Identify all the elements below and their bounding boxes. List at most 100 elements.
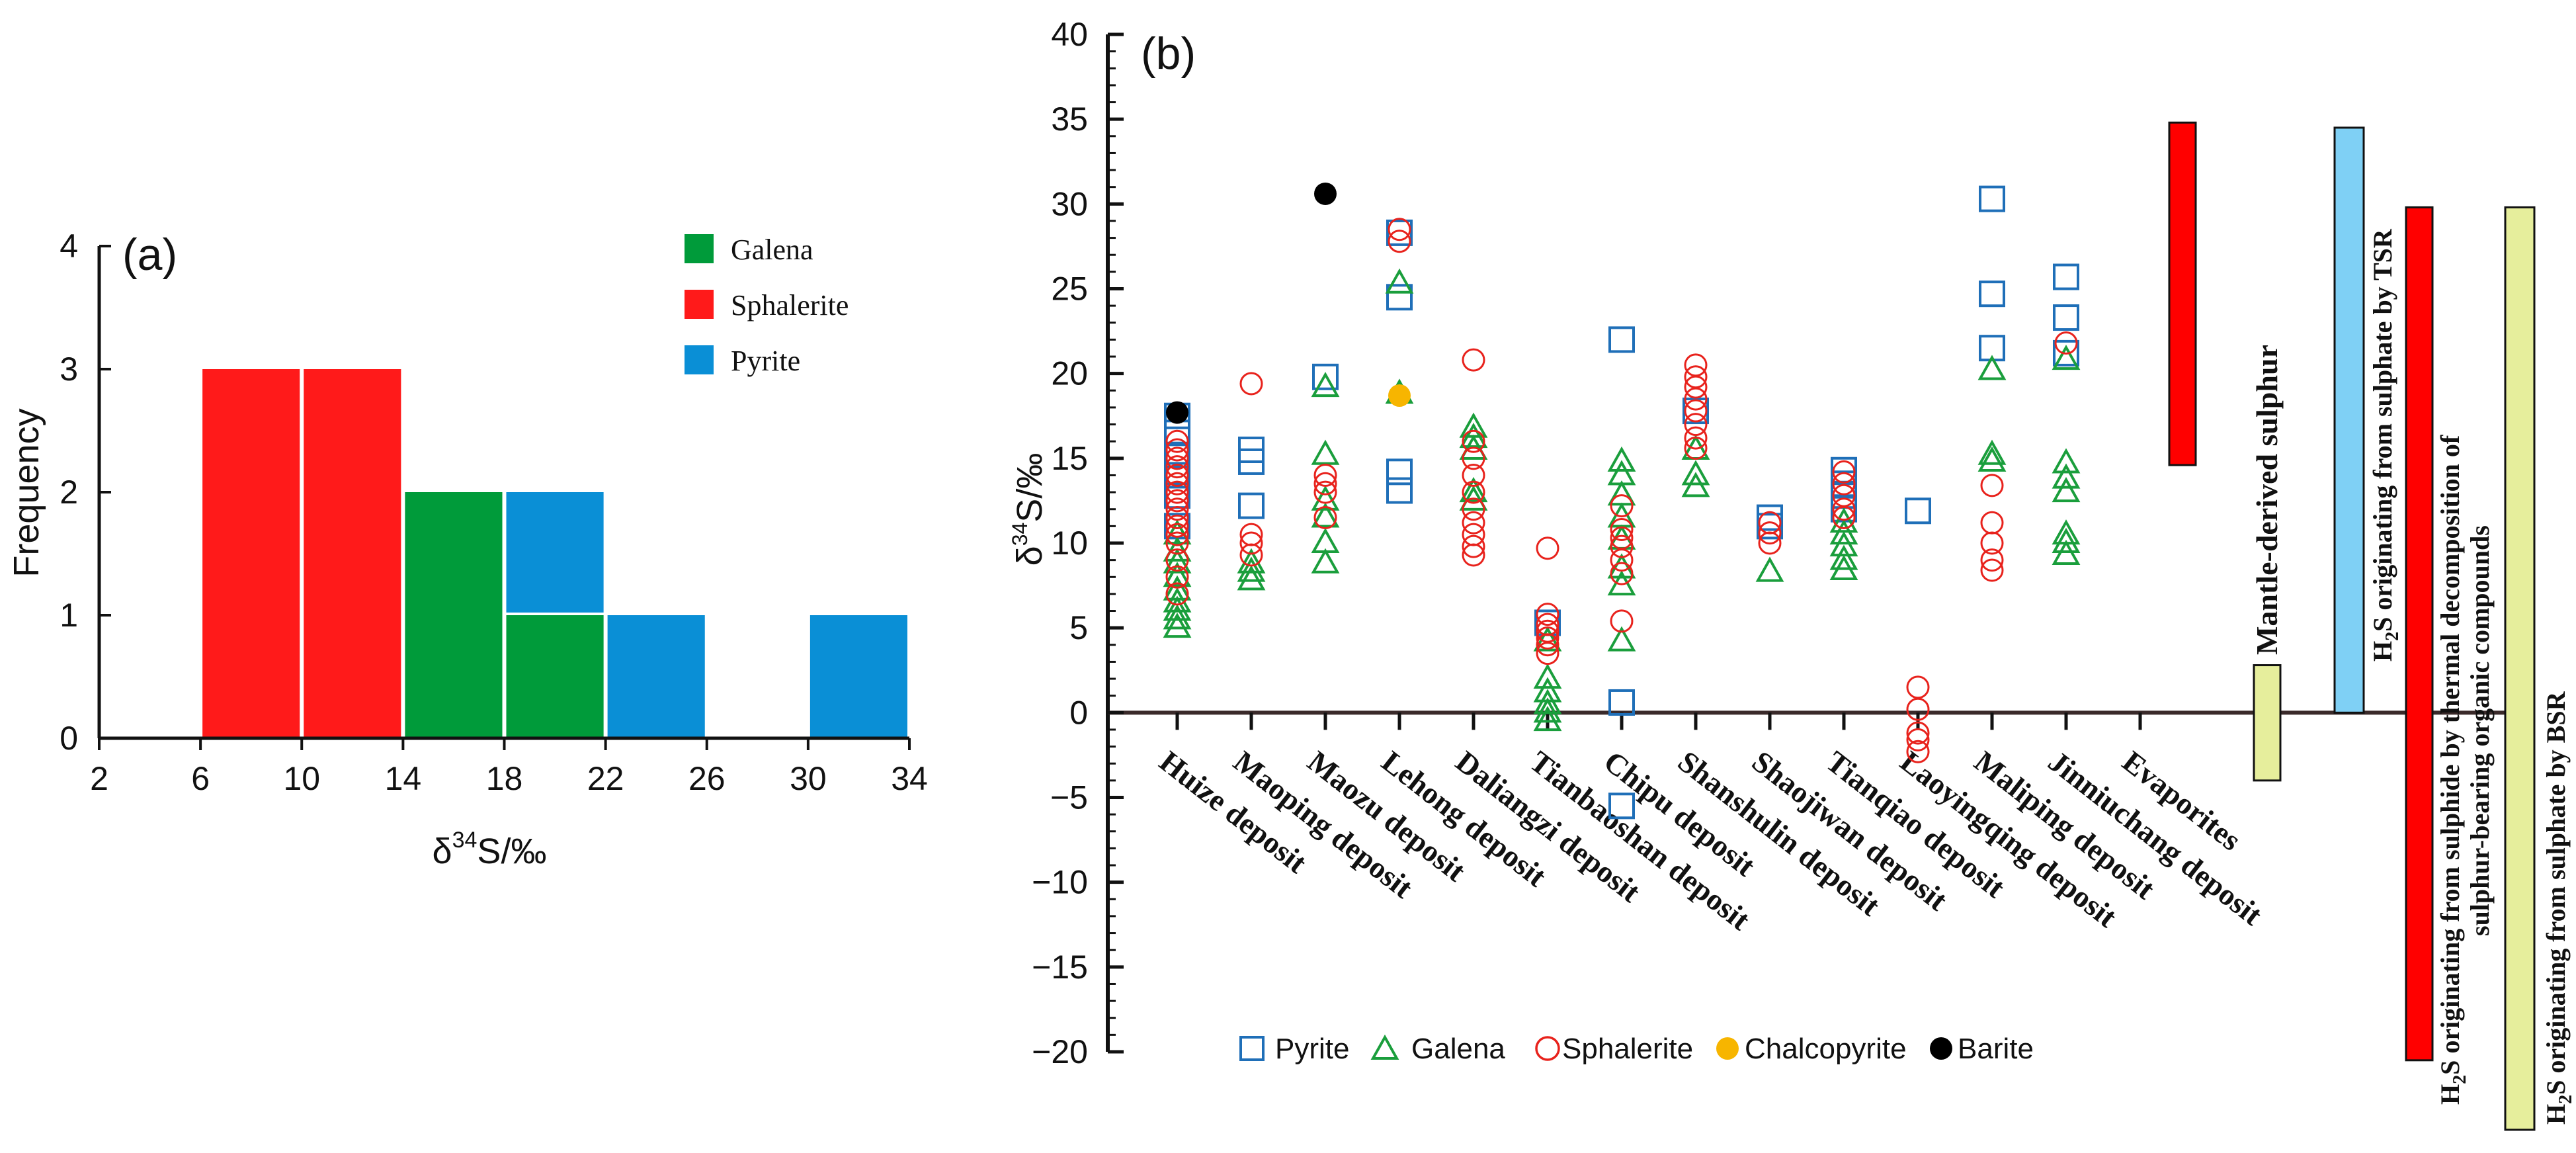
marker-pyrite-jinniuchang-deposit [2053, 339, 2079, 366]
marker-sphalerite-shanshulin-deposit [1684, 353, 1708, 377]
marker-galena-daliangzi-deposit [1459, 485, 1488, 511]
panel-a-x-title-delta: δ [433, 832, 452, 871]
marker-galena-huize-deposit [1163, 587, 1192, 613]
marker-pyrite-lehong-deposit [1386, 219, 1413, 246]
panel-a-x-axis-title: δ34S/‰ [433, 828, 547, 871]
marker-galena-tianqiao-deposit [1829, 554, 1858, 581]
marker-sphalerite-lehong-deposit [1388, 230, 1411, 253]
marker-pyrite-maoping-deposit [1238, 448, 1265, 475]
marker-sphalerite-maliping-deposit [1980, 474, 2004, 497]
panel-b-y-axis-title: δ34S/‰ [1008, 453, 1050, 566]
marker-sphalerite-huize-deposit [1165, 514, 1189, 538]
panel-b-y-tick-label-5: 5 [1069, 609, 1088, 646]
marker-galena-tianqiao-deposit [1829, 544, 1858, 570]
source-label-thermal-line2: sulphur-bearing organic compounds [2465, 525, 2495, 936]
marker-sphalerite-tianbaoshan-deposit [1536, 626, 1559, 650]
marker-sphalerite-laoyingqing-deposit [1906, 697, 1930, 721]
marker-galena-maozu-deposit [1311, 502, 1340, 528]
marker-sphalerite-maoping-deposit [1239, 372, 1263, 396]
source-label-mantle: Mantle-derived sulphur [2250, 345, 2284, 655]
marker-sphalerite-huize-deposit [1165, 489, 1189, 513]
legend-b-barite-symbol [1930, 1037, 1952, 1060]
marker-barite-maozu-deposit [1314, 182, 1337, 205]
panel-b-category-ticks [1175, 712, 2142, 730]
legend-b-pyrite-symbol [1239, 1036, 1265, 1061]
marker-sphalerite-maliping-deposit [1980, 548, 2004, 572]
source-bar-thermal-decomposition [2405, 206, 2434, 1062]
panel-a-x-tick-label-22: 22 [587, 760, 624, 797]
marker-sphalerite-shanshulin-deposit [1684, 436, 1708, 460]
panel-a-x-ticks: 2 6 10 14 18 22 26 30 34 [90, 738, 928, 797]
marker-galena-shaojiwan-deposit [1755, 556, 1784, 582]
marker-sphalerite-tianqiao-deposit [1832, 460, 1856, 484]
marker-sphalerite-huize-deposit [1165, 548, 1189, 572]
marker-sphalerite-tianbaoshan-deposit [1536, 633, 1559, 657]
marker-pyrite-lehong-deposit [1386, 477, 1413, 504]
histogram-bar-pyrite-30-34 [810, 615, 907, 738]
panel-b-source-bars [2168, 121, 2536, 1131]
marker-galena-huize-deposit [1163, 548, 1192, 574]
panel-b-scatter: (b) −20 −15 −10 −5 0 5 10 15 20 25 30 35 40 Huize de… [1008, 16, 2576, 1131]
marker-galena-maliping-deposit [1977, 355, 2007, 380]
source-label-tsr-sub: 2 [2382, 632, 2403, 641]
legend-b-sphalerite-symbol [1535, 1036, 1560, 1061]
marker-galena-jinniuchang-deposit [2052, 477, 2081, 503]
legend-b-pyrite-label: Pyrite [1275, 1033, 1349, 1065]
panel-a-x-tick-label-10: 10 [283, 760, 320, 797]
marker-barite-huize-deposit [1166, 401, 1188, 424]
marker-sphalerite-daliangzi-deposit [1462, 497, 1485, 521]
marker-sphalerite-daliangzi-deposit [1462, 543, 1485, 567]
panel-b-y-tick-label-0: 0 [1069, 694, 1088, 731]
panel-b-y-tick-label-5: −5 [1050, 779, 1088, 816]
marker-galena-tianbaoshan-deposit [1533, 697, 1562, 723]
panel-a-y-axis-title: Frequency [7, 408, 46, 577]
marker-pyrite-huize-deposit [1164, 441, 1190, 468]
panel-a-x-tick-label-26: 26 [688, 760, 726, 797]
marker-sphalerite-huize-deposit [1165, 523, 1189, 546]
marker-sphalerite-maozu-deposit [1313, 480, 1337, 504]
marker-galena-huize-deposit [1163, 604, 1192, 630]
legend-label-galena: Galena [731, 234, 813, 266]
marker-galena-jinniuchang-deposit [2052, 448, 2081, 474]
marker-sphalerite-daliangzi-deposit [1462, 463, 1485, 487]
panel-b-y-tick-label-15: 15 [1051, 440, 1088, 477]
marker-sphalerite-chipu-deposit [1610, 562, 1634, 585]
panel-b-y-title-rest: S/‰ [1010, 453, 1050, 523]
marker-pyrite-chipu-deposit [1608, 326, 1635, 353]
source-label-thermal: H2S originating from sulphide by thermal… [2435, 435, 2470, 1105]
panel-b-y-tick-label-10: 10 [1051, 525, 1088, 562]
panel-a-y-tick-label-0: 0 [60, 720, 78, 757]
marker-sphalerite-huize-deposit [1165, 582, 1189, 606]
legend-swatch-galena [685, 234, 714, 263]
panel-b-y-title-sup: 34 [1008, 523, 1032, 546]
marker-pyrite-chipu-deposit [1608, 792, 1635, 820]
marker-sphalerite-shanshulin-deposit [1684, 375, 1708, 399]
marker-sphalerite-daliangzi-deposit [1462, 447, 1485, 470]
marker-galena-maoping-deposit [1237, 556, 1266, 582]
marker-sphalerite-huize-deposit [1165, 447, 1189, 470]
marker-galena-daliangzi-deposit [1459, 422, 1488, 448]
marker-sphalerite-maliping-deposit [1980, 531, 2004, 555]
legend-b-chalcopyrite-symbol [1716, 1037, 1739, 1060]
marker-sphalerite-tianbaoshan-deposit [1536, 642, 1559, 665]
source-label-thermal-rest: S originating from sulphide by thermal d… [2435, 435, 2465, 1075]
legend-b-chalcopyrite-label: Chalcopyrite [1745, 1033, 1907, 1065]
histogram-bar-sphalerite-10-14 [304, 369, 401, 738]
legend-b-sphalerite-label: Sphalerite [1562, 1033, 1693, 1065]
marker-galena-daliangzi-deposit [1459, 434, 1488, 460]
marker-sphalerite-jinniuchang-deposit [2054, 331, 2078, 355]
marker-sphalerite-chipu-deposit [1610, 517, 1634, 541]
marker-galena-maozu-deposit [1311, 485, 1340, 511]
legend-swatch-pyrite [685, 345, 714, 374]
source-label-bsr-rest: S originating from sulphate by BSR [2541, 691, 2571, 1094]
source-label-bsr-h: H [2541, 1104, 2571, 1125]
histogram-bar-pyrite-18-22 [506, 492, 604, 613]
panel-b-y-tick-label-15: −15 [1032, 949, 1088, 986]
marker-pyrite-jinniuchang-deposit [2053, 263, 2079, 290]
panel-b-y-tick-label-20: −20 [1032, 1033, 1088, 1070]
marker-galena-maozu-deposit [1311, 372, 1340, 398]
marker-sphalerite-lehong-deposit [1388, 218, 1411, 241]
marker-pyrite-jinniuchang-deposit [2053, 304, 2079, 331]
panel-a-x-tick-label-30: 30 [790, 760, 827, 797]
